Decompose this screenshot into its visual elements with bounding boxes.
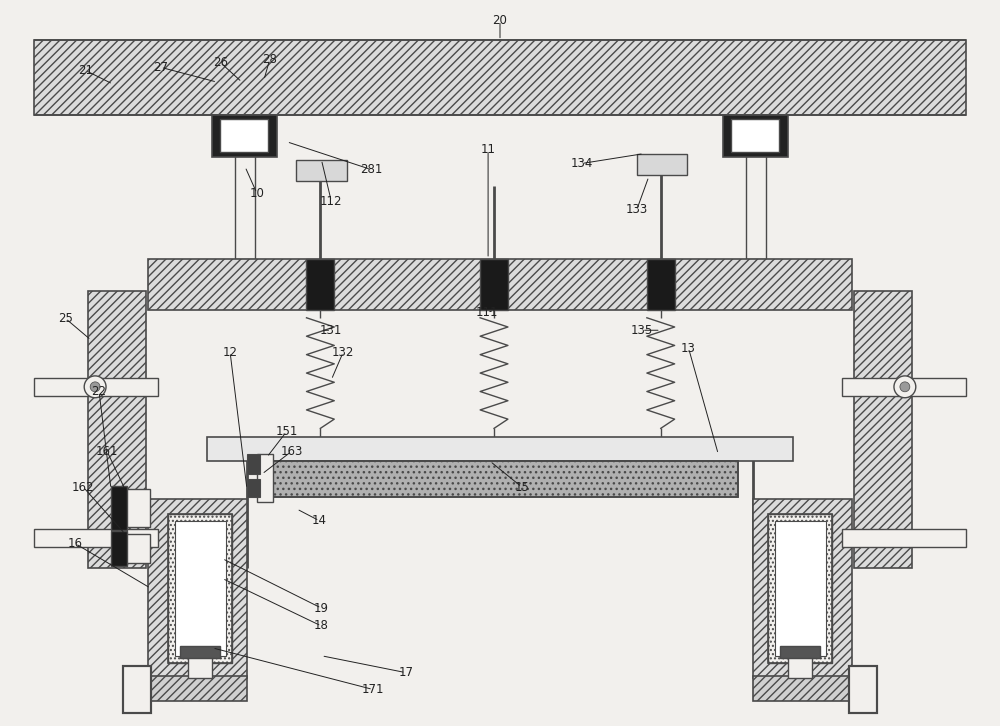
Bar [480,258,508,311]
Bar [849,666,877,714]
Text: 171: 171 [362,683,384,696]
Text: 14: 14 [312,514,327,527]
Text: 135: 135 [631,324,653,337]
Text: 17: 17 [398,666,413,679]
Bar [168,514,232,663]
Bar [148,258,852,311]
Text: 151: 151 [275,425,298,438]
Text: 11: 11 [481,143,496,156]
Bar [188,656,212,677]
Bar [175,521,226,656]
Bar [125,534,150,563]
Text: 12: 12 [223,346,238,359]
Text: 15: 15 [514,481,529,494]
Bar [854,290,912,568]
Text: 26: 26 [213,56,228,69]
Bar [88,290,146,568]
Text: 18: 18 [314,619,329,632]
Bar [123,666,151,714]
Bar [637,154,687,176]
Bar [306,258,334,311]
Bar [842,378,966,396]
Bar [207,438,793,461]
Bar [235,115,255,258]
Bar [247,454,260,474]
Text: 22: 22 [92,386,107,399]
Circle shape [90,382,100,392]
Bar [267,461,738,497]
Bar [647,258,675,311]
Text: 281: 281 [360,163,382,176]
Text: 161: 161 [96,445,118,458]
Text: 25: 25 [58,312,73,325]
Text: 21: 21 [78,64,93,77]
Circle shape [84,376,106,398]
Bar [753,676,852,701]
Bar [849,666,877,714]
Text: 20: 20 [493,14,507,27]
Bar [34,378,158,396]
Text: 28: 28 [262,53,277,66]
Bar [768,514,832,663]
Bar [768,514,832,663]
Bar [247,479,260,497]
Text: 162: 162 [72,481,94,494]
Bar [723,115,788,157]
Bar [212,115,277,157]
Bar [775,521,826,656]
Bar [788,656,812,677]
Bar [123,666,151,714]
Bar [111,486,127,530]
Bar [220,119,268,152]
Bar [746,115,766,258]
Bar [34,529,158,547]
Bar [111,531,127,566]
Text: 111: 111 [476,306,498,319]
Text: 132: 132 [332,346,354,359]
Bar [168,514,232,663]
Bar [148,676,247,701]
Bar [731,119,779,152]
Bar [125,489,150,527]
Bar [296,160,347,182]
Bar [257,454,273,502]
Text: 27: 27 [153,61,168,74]
Bar [753,499,852,677]
Bar [780,646,820,658]
Text: 10: 10 [249,187,264,200]
Bar [267,461,738,497]
Bar [180,646,220,658]
Text: 134: 134 [570,157,593,170]
Bar [34,41,966,115]
Circle shape [900,382,910,392]
Bar [148,499,247,677]
Text: 13: 13 [681,342,696,354]
Text: 19: 19 [314,602,329,615]
Text: 16: 16 [68,537,83,550]
Text: 133: 133 [626,203,648,216]
Text: 112: 112 [320,195,343,208]
Bar [842,529,966,547]
Text: 163: 163 [280,445,303,458]
Circle shape [894,376,916,398]
Text: 131: 131 [320,324,342,337]
